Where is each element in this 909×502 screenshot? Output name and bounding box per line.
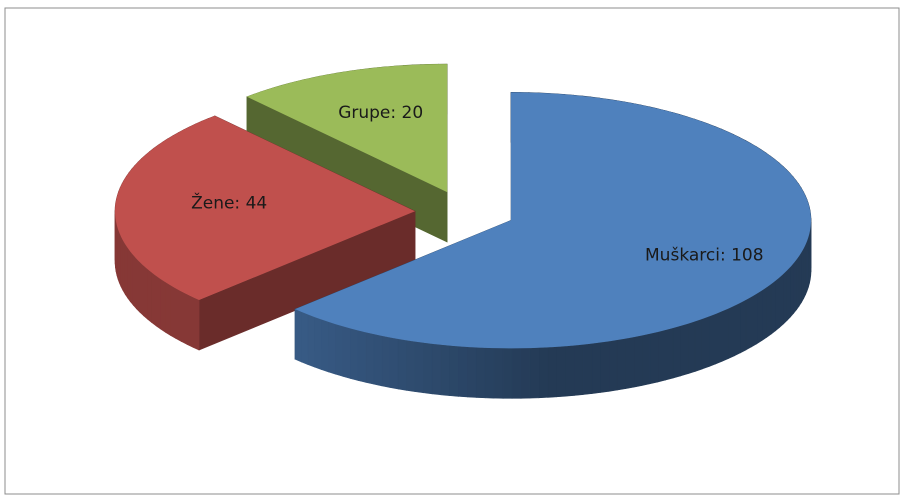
slice-side <box>626 337 634 389</box>
slice-side <box>125 244 127 298</box>
slice-side <box>424 343 433 394</box>
slice-side <box>156 276 161 329</box>
slice-side <box>650 332 658 384</box>
slice-side <box>467 347 476 398</box>
slice-side <box>658 330 666 382</box>
slice-side <box>415 342 424 393</box>
slice-side <box>799 252 801 306</box>
slice-side <box>441 345 450 396</box>
slice-side <box>343 326 351 378</box>
slice-side <box>600 341 609 392</box>
slice-side <box>681 324 688 376</box>
slice-side <box>566 345 575 396</box>
slice-side <box>802 249 804 303</box>
slice-side <box>780 274 784 327</box>
slice-side <box>147 269 151 322</box>
slice-side <box>783 270 787 323</box>
slice-side <box>740 300 746 353</box>
slice-side <box>366 332 374 384</box>
slice-side <box>358 330 366 382</box>
slice-side <box>181 291 187 344</box>
slice-side <box>315 317 322 369</box>
slice-side <box>130 252 133 306</box>
slice-side <box>187 294 193 347</box>
slice-side <box>152 273 156 326</box>
slice-side <box>171 285 176 338</box>
slice-side <box>321 320 328 372</box>
slice-side <box>557 346 566 397</box>
slice-side <box>133 255 136 309</box>
slice-side <box>136 259 139 313</box>
slice-side <box>642 334 650 386</box>
slice-side <box>458 346 467 397</box>
slice-side <box>751 294 756 347</box>
slice-side <box>123 241 125 295</box>
slice-side <box>728 306 734 359</box>
slice-side <box>592 343 601 394</box>
slice-side <box>548 347 557 398</box>
slice-side <box>666 328 674 380</box>
slice-side <box>702 317 709 369</box>
slice-side <box>574 345 583 396</box>
slice-side <box>476 347 485 397</box>
data-label: Muškarci: 108 <box>645 245 764 265</box>
slice-side <box>634 336 642 388</box>
slice-side <box>521 348 530 398</box>
slice-side <box>762 287 767 340</box>
slice-side <box>734 303 740 356</box>
slice-side <box>512 348 521 398</box>
slice-side <box>161 279 166 332</box>
slice-side <box>609 340 617 391</box>
slice-side <box>382 336 390 388</box>
slice-side <box>767 284 772 337</box>
slice-side <box>398 339 406 390</box>
slice-side <box>695 319 702 371</box>
slice-side <box>336 324 343 376</box>
slice-side <box>308 315 315 368</box>
slice-side <box>494 348 503 398</box>
slice-side <box>530 348 539 398</box>
slice-side <box>390 337 398 388</box>
slice-side <box>757 291 762 344</box>
slice-side <box>617 339 625 390</box>
slice-side <box>539 347 548 397</box>
slice-side <box>176 288 181 341</box>
slice-side <box>716 311 722 364</box>
slice-side <box>374 334 382 386</box>
slice-side <box>787 267 790 321</box>
slice-side <box>746 297 751 350</box>
slice-side <box>503 348 512 398</box>
slice-side <box>791 263 794 317</box>
slice-side <box>295 309 301 362</box>
data-label: Grupe: 20 <box>338 103 423 123</box>
slice-side <box>193 297 199 350</box>
slice-side <box>328 322 335 374</box>
slice-side <box>432 344 441 395</box>
slice-side <box>351 328 359 380</box>
slice-side <box>140 262 144 315</box>
data-label: Žene: 44 <box>191 191 267 213</box>
slice-side <box>450 346 459 397</box>
slice-side <box>485 348 494 398</box>
slice-side <box>794 260 797 314</box>
slice-side <box>673 326 680 378</box>
slice-side <box>407 340 415 391</box>
slice-side <box>797 256 800 310</box>
slice-side <box>144 266 148 319</box>
slice-side <box>688 321 695 373</box>
slice-side <box>583 344 592 395</box>
slice-side <box>128 248 131 302</box>
slice-side <box>166 282 171 335</box>
slice-side <box>776 277 780 330</box>
slice-side <box>301 312 308 365</box>
slice-side <box>722 309 728 362</box>
slice-side <box>709 314 716 367</box>
slice-side <box>771 281 775 334</box>
